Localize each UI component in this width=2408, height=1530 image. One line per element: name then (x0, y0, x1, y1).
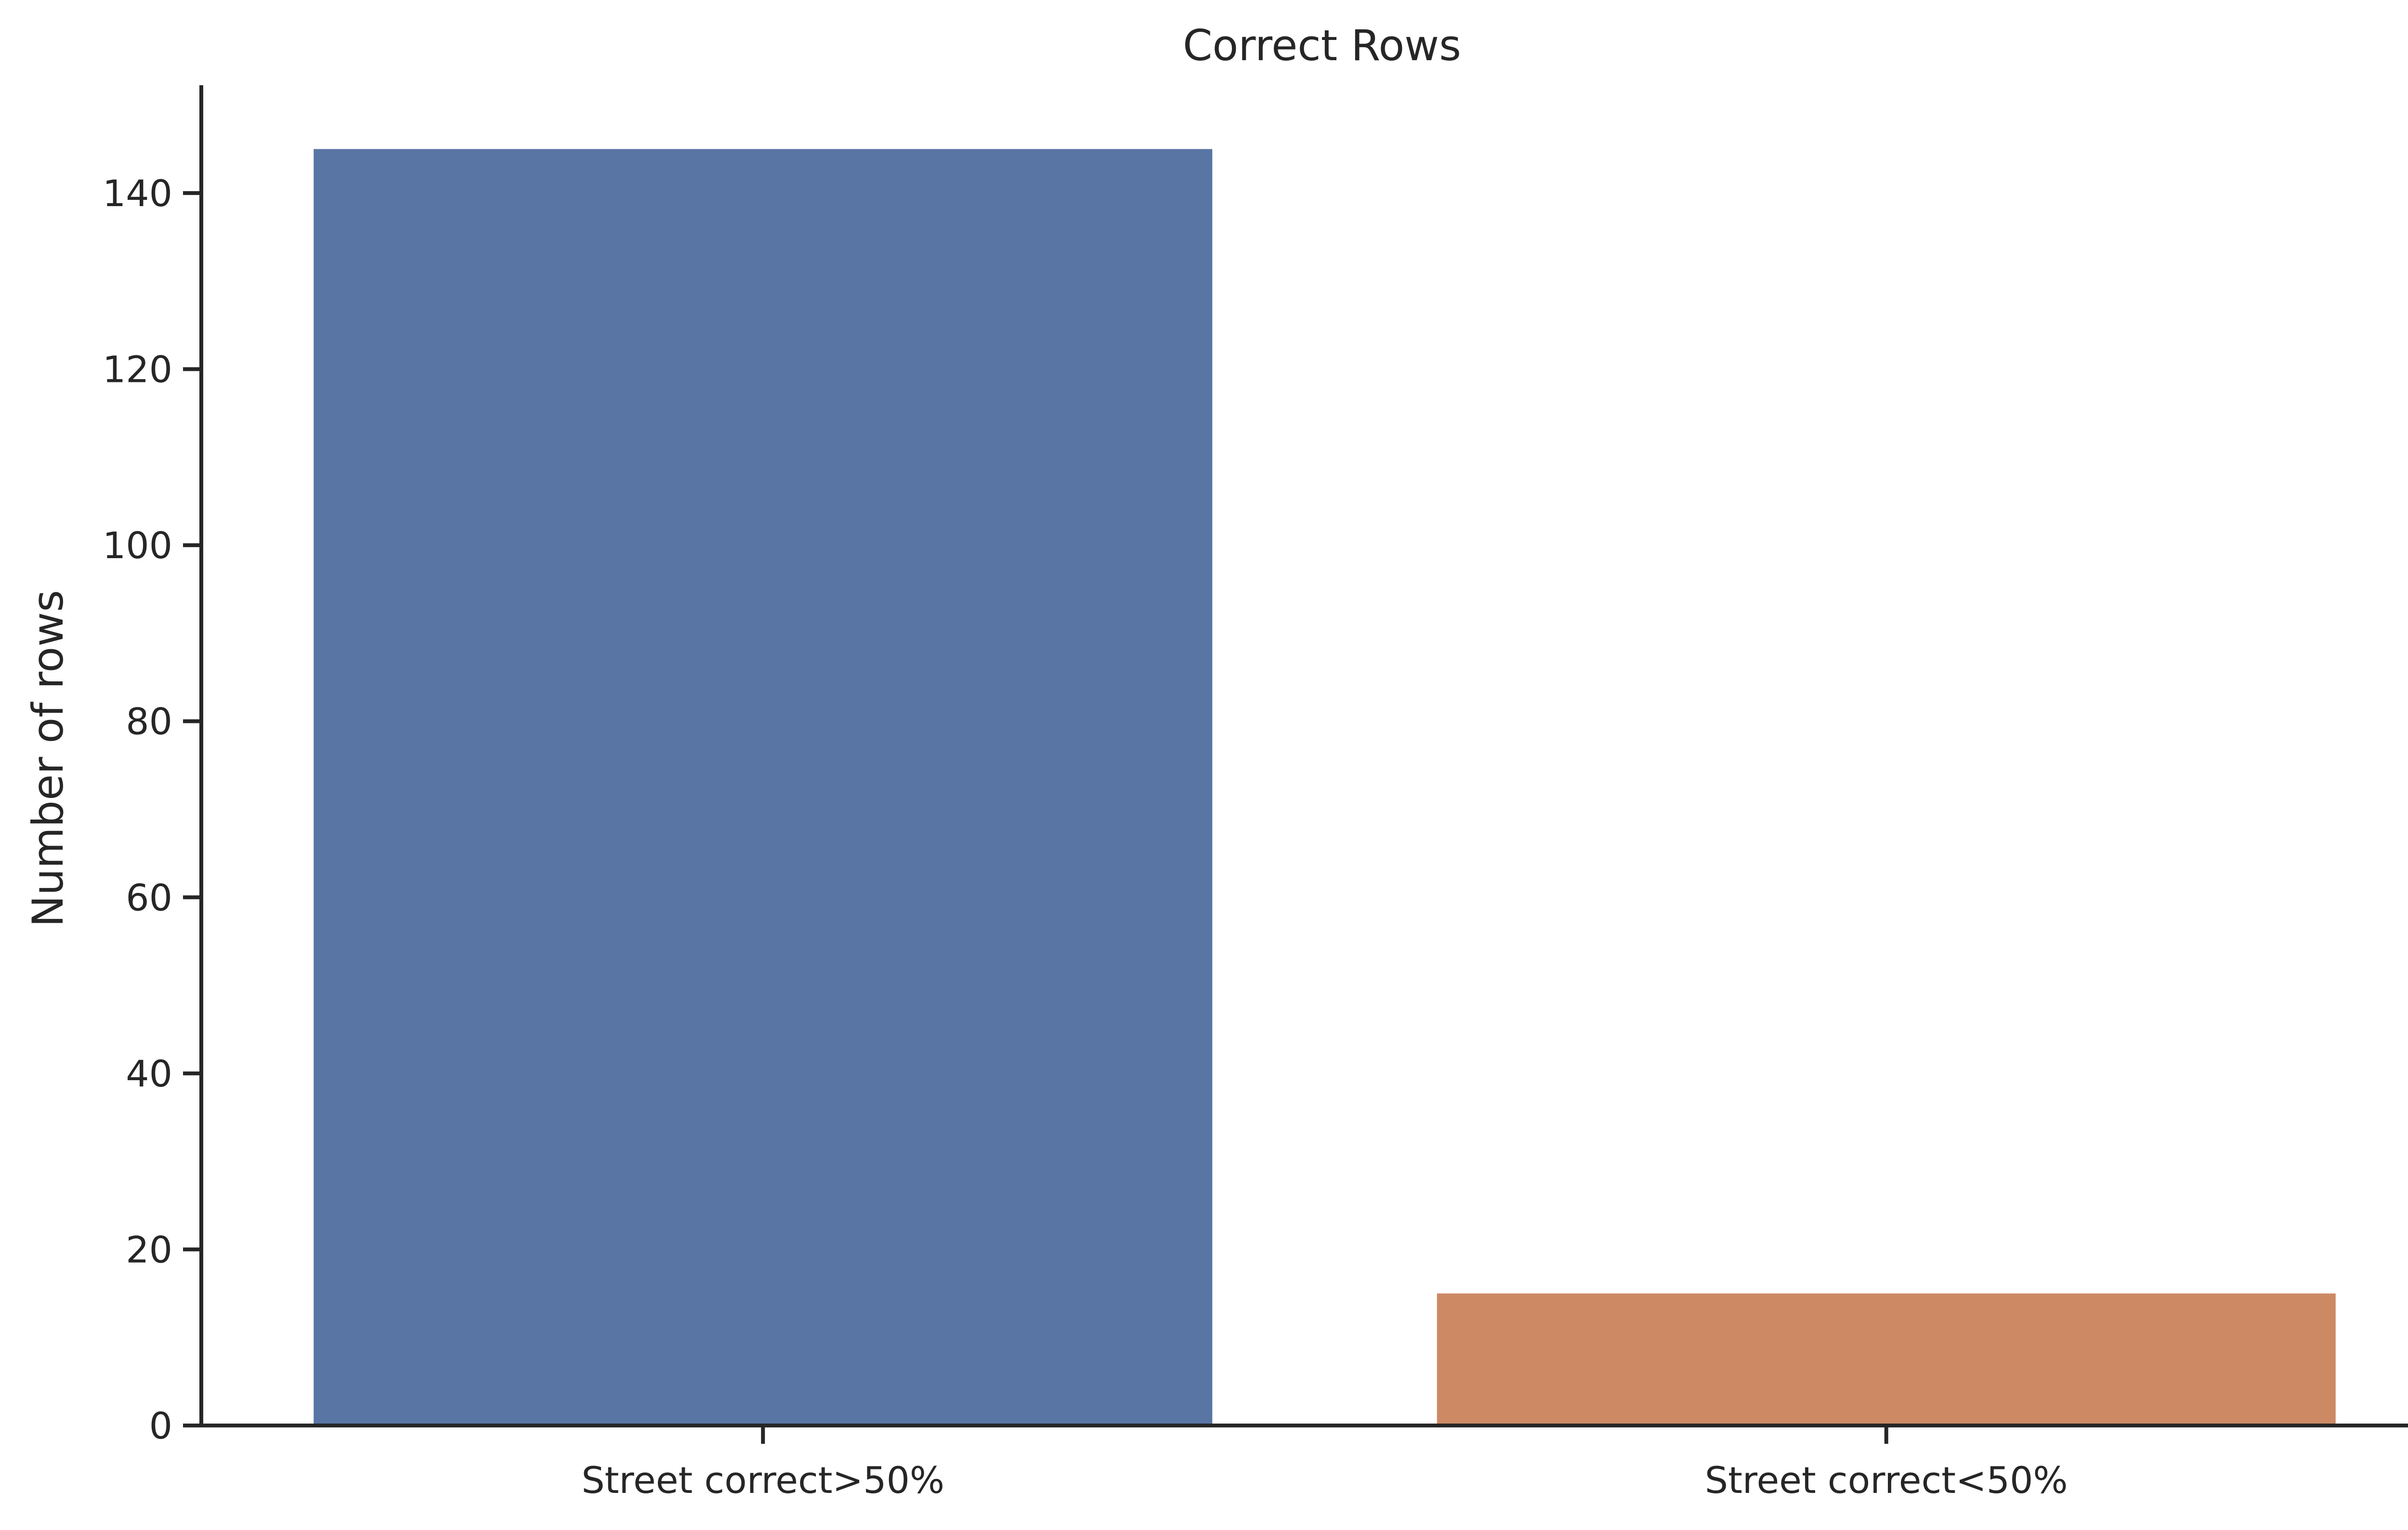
y-tick-label: 0 (149, 1404, 172, 1447)
y-tick-label: 60 (126, 876, 172, 919)
x-axis-ticks: Street correct>50% Street correct<50% (581, 1425, 2068, 1502)
y-tick-label: 100 (103, 524, 172, 567)
bar-1 (314, 149, 1213, 1425)
bars-layer (314, 149, 2336, 1425)
y-axis-title: Number of rows (23, 590, 73, 927)
chart-title: Correct Rows (1183, 21, 1461, 70)
y-tick-label: 20 (126, 1228, 172, 1271)
y-tick-label: 80 (126, 700, 172, 743)
y-tick-label: 140 (103, 172, 172, 215)
bar-2 (1437, 1293, 2336, 1425)
x-tick-label: Street correct<50% (1705, 1459, 2068, 1502)
y-axis-ticks: 0 20 40 60 80 100 120 140 (103, 172, 201, 1447)
x-tick-label: Street correct>50% (581, 1459, 944, 1502)
y-tick-label: 40 (126, 1052, 172, 1095)
y-tick-label: 120 (103, 348, 172, 391)
